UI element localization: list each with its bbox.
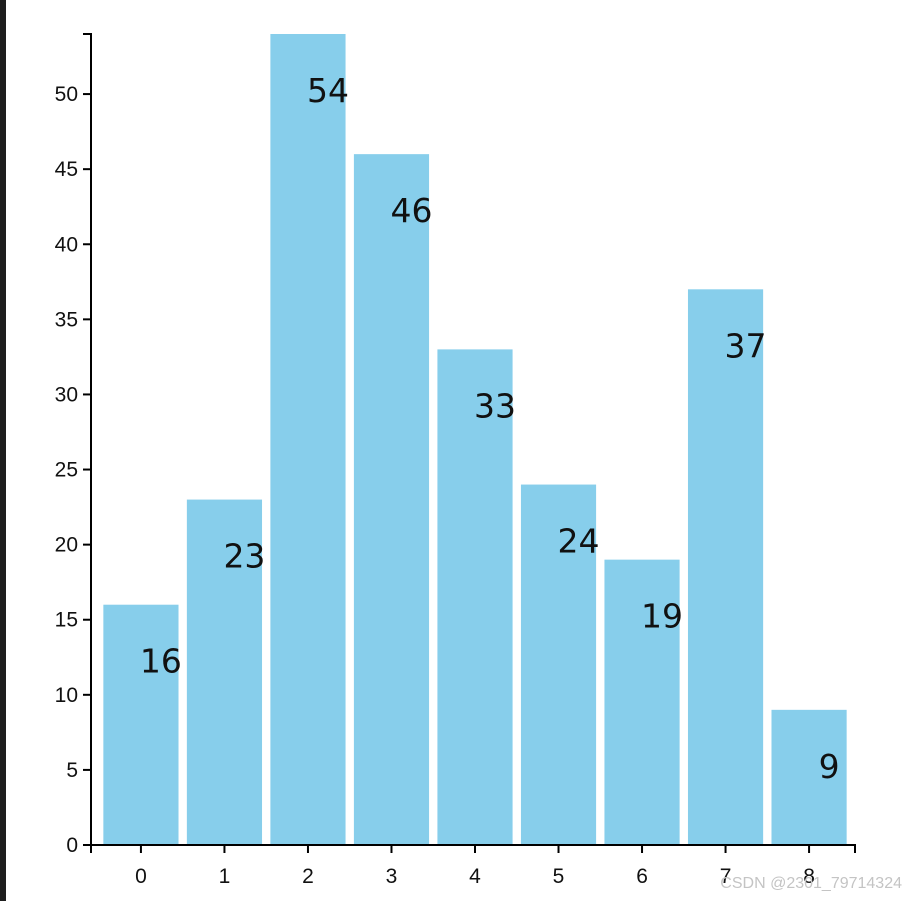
x-tick-label-5: 5 (553, 865, 565, 888)
data-label-3: 46 (390, 191, 432, 230)
x-tick-label-6: 6 (636, 865, 648, 888)
data-label-4: 33 (474, 386, 516, 425)
y-tick-label-0: 0 (66, 834, 78, 857)
x-tick-label-1: 1 (219, 865, 231, 888)
y-tick-label-40: 40 (55, 233, 78, 256)
data-label-8: 9 (819, 747, 840, 786)
y-tick-label-30: 30 (55, 383, 78, 406)
data-label-2: 54 (307, 71, 349, 110)
bars-layer (103, 34, 847, 846)
y-tick-label-10: 10 (55, 684, 78, 707)
watermark: CSDN @2301_79714324 (720, 875, 902, 892)
x-axis-line (90, 844, 856, 853)
bar-7 (687, 289, 764, 845)
window-edge (0, 0, 6, 901)
data-label-6: 19 (641, 597, 683, 636)
bar-0 (103, 604, 179, 845)
x-tick-label-0: 0 (135, 865, 147, 888)
y-tick-label-15: 15 (55, 609, 78, 632)
x-tick-label-8: 8 (803, 865, 815, 888)
bar-4 (437, 349, 513, 845)
y-tick-label-45: 45 (55, 158, 78, 181)
x-tick-label-4: 4 (469, 865, 481, 888)
data-label-5: 24 (558, 522, 600, 561)
bar-2 (270, 34, 346, 845)
bar-3 (353, 154, 430, 846)
y-tick-label-5: 5 (66, 759, 78, 782)
x-tick-label-3: 3 (386, 865, 398, 888)
y-tick-label-35: 35 (55, 308, 78, 331)
x-tick-label-2: 2 (302, 865, 314, 888)
bar-6 (604, 559, 680, 845)
bar-8 (771, 709, 847, 845)
data-label-7: 37 (725, 326, 767, 365)
data-labels-layer: 16 23 54 46 33 24 19 37 9 (140, 71, 840, 786)
data-label-0: 16 (140, 642, 182, 681)
bar-1 (186, 499, 263, 845)
x-tick-label-7: 7 (720, 865, 732, 888)
data-label-1: 23 (223, 537, 265, 576)
y-tick-label-25: 25 (55, 459, 78, 482)
y-tick-label-20: 20 (55, 534, 78, 557)
y-axis-line (83, 33, 92, 846)
y-tick-label-50: 50 (55, 83, 78, 106)
bar-5 (520, 484, 597, 845)
